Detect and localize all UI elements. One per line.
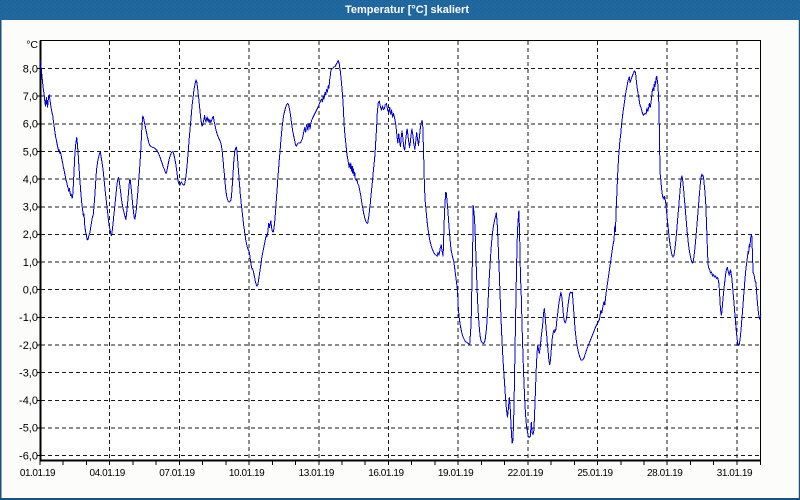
svg-text:4,0: 4,0 (23, 174, 38, 186)
svg-text:-3,0: -3,0 (19, 367, 38, 379)
svg-text:Temperatur [°C] skaliert: Temperatur [°C] skaliert (345, 4, 469, 16)
svg-text:25.01.19: 25.01.19 (577, 468, 613, 479)
svg-text:5,0: 5,0 (23, 146, 38, 158)
svg-text:22.01.19: 22.01.19 (508, 468, 544, 479)
svg-text:0,0: 0,0 (23, 285, 38, 297)
svg-text:1,0: 1,0 (23, 257, 38, 269)
svg-text:7,0: 7,0 (23, 91, 38, 103)
svg-text:-6,0: -6,0 (19, 450, 38, 462)
svg-text:3,0: 3,0 (23, 202, 38, 214)
svg-text:°C: °C (26, 39, 38, 51)
svg-text:19.01.19: 19.01.19 (438, 468, 474, 479)
svg-text:07.01.19: 07.01.19 (159, 468, 195, 479)
svg-text:-1,0: -1,0 (19, 312, 38, 324)
svg-text:2,0: 2,0 (23, 229, 38, 241)
svg-text:13.01.19: 13.01.19 (299, 468, 335, 479)
svg-text:-5,0: -5,0 (19, 423, 38, 435)
svg-text:04.01.19: 04.01.19 (90, 468, 126, 479)
svg-text:-2,0: -2,0 (19, 340, 38, 352)
svg-text:6,0: 6,0 (23, 119, 38, 131)
svg-text:10.01.19: 10.01.19 (229, 468, 265, 479)
svg-text:16.01.19: 16.01.19 (368, 468, 404, 479)
svg-text:01.01.19: 01.01.19 (20, 468, 56, 479)
svg-text:31.01.19: 31.01.19 (717, 468, 753, 479)
svg-text:-4,0: -4,0 (19, 395, 38, 407)
svg-text:8,0: 8,0 (23, 63, 38, 75)
svg-text:28.01.19: 28.01.19 (647, 468, 683, 479)
